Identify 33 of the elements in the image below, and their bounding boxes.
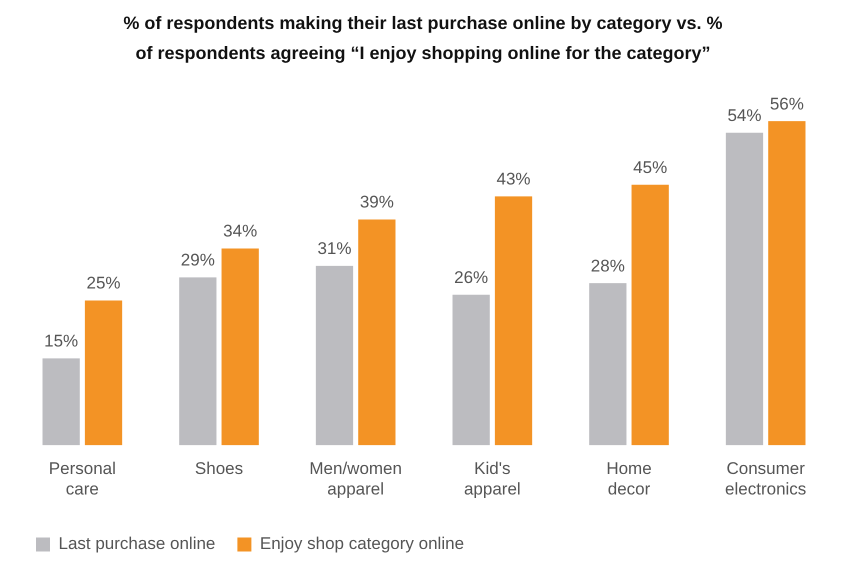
bar: [358, 220, 396, 446]
data-label: 45%: [633, 158, 668, 177]
data-label: 43%: [496, 170, 531, 189]
bar: [494, 196, 532, 446]
x-tick-label: Men/women apparel: [309, 459, 402, 498]
bar: [84, 300, 122, 446]
bar: [42, 358, 80, 446]
data-label: 15%: [44, 332, 78, 351]
bar: [726, 132, 764, 446]
data-label: 26%: [454, 268, 488, 287]
x-tick-label: Home decor: [606, 459, 652, 498]
data-label: 25%: [86, 274, 121, 293]
chart-title: % of respondents making their last purchase online by category vs. % of respondents agreeing “I enjoy shopping online for the category”: [122, 12, 724, 65]
bar: [222, 248, 259, 446]
data-label: 28%: [590, 256, 625, 276]
bar: [632, 184, 669, 446]
bar: [768, 121, 806, 446]
x-tick-label: Kid's apparel: [464, 459, 521, 498]
data-label: 54%: [727, 106, 762, 125]
bar: [452, 294, 490, 446]
bar: [179, 277, 216, 446]
x-tick-label: Personal care: [48, 459, 116, 498]
legend-label: Last purchase online: [58, 534, 216, 554]
legend-label: Enjoy shop category online: [260, 534, 464, 554]
data-label: 39%: [360, 192, 394, 212]
data-label: 29%: [180, 250, 215, 270]
bar: [589, 283, 626, 446]
data-label: 56%: [770, 94, 804, 114]
x-tick-label: Shoes: [194, 459, 244, 478]
data-label: 31%: [317, 239, 352, 258]
data-label: 34%: [223, 222, 258, 241]
bar: [316, 266, 354, 446]
x-tick-label: Consumer electronics: [725, 459, 806, 498]
